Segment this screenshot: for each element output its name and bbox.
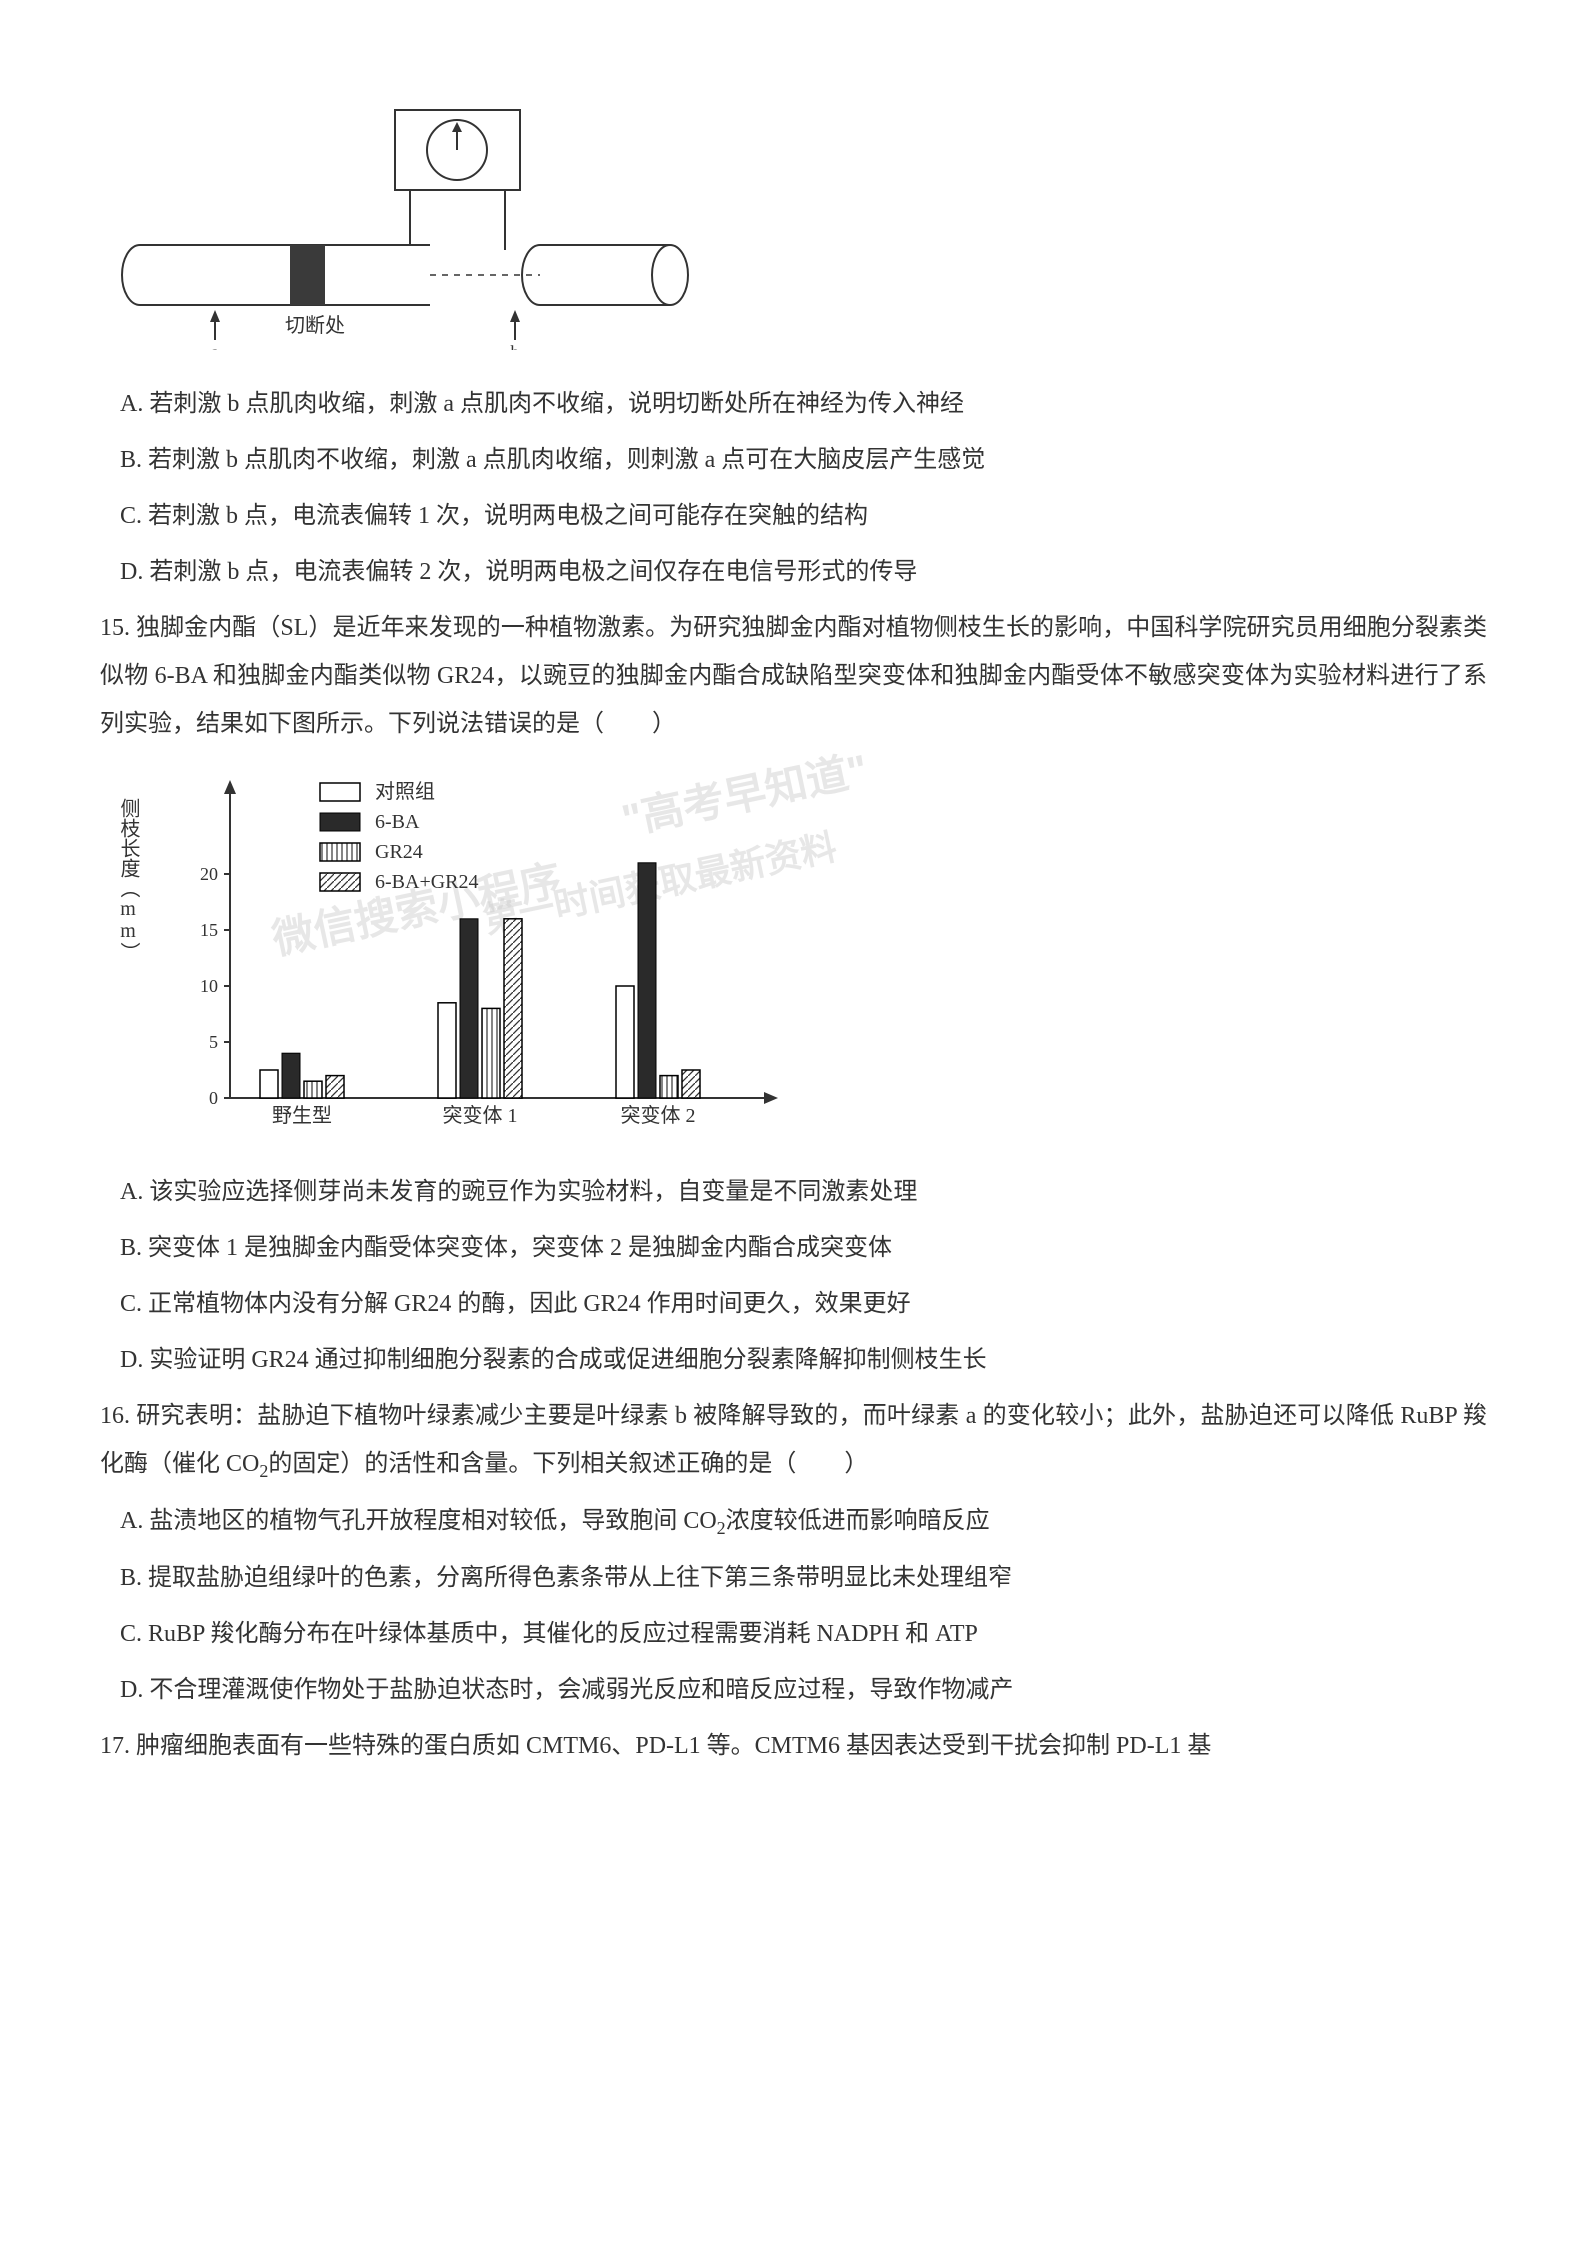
q15-stem: 15. 独脚金内酯（SL）是近年来发现的一种植物激素。为研究独脚金内酯对植物侧枝…	[100, 604, 1487, 748]
svg-text:10: 10	[200, 976, 218, 996]
q15-opt-b: B. 突变体 1 是独脚金内酯受体突变体，突变体 2 是独脚金内酯合成突变体	[100, 1224, 1487, 1272]
q16-opt-a: A. 盐渍地区的植物气孔开放程度相对较低，导致胞间 CO2浓度较低进而影响暗反应	[100, 1497, 1487, 1546]
bar	[260, 1070, 278, 1098]
svg-text:6-BA+GR24: 6-BA+GR24	[375, 871, 479, 893]
svg-text:0: 0	[209, 1088, 218, 1108]
svg-text:6-BA: 6-BA	[375, 811, 420, 833]
bar	[504, 919, 522, 1098]
label-a: a	[211, 342, 219, 350]
q16-opt-b: B. 提取盐胁迫组绿叶的色素，分离所得色素条带从上往下第三条带明显比未处理组窄	[100, 1554, 1487, 1602]
q16-opt-c: C. RuBP 羧化酶分布在叶绿体基质中，其催化的反应过程需要消耗 NADPH …	[100, 1610, 1487, 1658]
q14-opt-a: A. 若刺激 b 点肌肉收缩，刺激 a 点肌肉不收缩，说明切断处所在神经为传入神…	[100, 380, 1487, 428]
bar	[482, 1008, 500, 1098]
q15-opt-a: A. 该实验应选择侧芽尚未发育的豌豆作为实验材料，自变量是不同激素处理	[100, 1168, 1487, 1216]
bar	[326, 1076, 344, 1098]
q16-stem: 16. 研究表明：盐胁迫下植物叶绿素减少主要是叶绿素 b 被降解导致的，而叶绿素…	[100, 1392, 1487, 1489]
q14-opt-c: C. 若刺激 b 点，电流表偏转 1 次，说明两电极之间可能存在突触的结构	[100, 492, 1487, 540]
svg-text:15: 15	[200, 920, 218, 940]
bar	[638, 863, 656, 1098]
bar	[460, 919, 478, 1098]
svg-text:对照组: 对照组	[375, 780, 435, 803]
nerve-diagram: a b 切断处	[100, 100, 710, 350]
bar	[660, 1076, 678, 1098]
legend: 对照组 6-BA GR24 6-BA+GR24	[320, 780, 479, 893]
svg-text:5: 5	[209, 1032, 218, 1052]
svg-text:GR24: GR24	[375, 841, 423, 863]
label-b: b	[511, 342, 520, 350]
bar	[282, 1053, 300, 1098]
bar	[438, 1003, 456, 1098]
q14-opt-b: B. 若刺激 b 点肌肉不收缩，刺激 a 点肌肉收缩，则刺激 a 点可在大脑皮层…	[100, 436, 1487, 484]
svg-text:20: 20	[200, 864, 218, 884]
bar-chart: 侧枝长度（mm） 对照组 6-BA GR24 6-BA+GR24 0 5 10 15 2…	[100, 768, 800, 1138]
cut-label: 切断处	[285, 314, 345, 337]
svg-text:突变体 1: 突变体 1	[443, 1104, 518, 1127]
q15-opt-d: D. 实验证明 GR24 通过抑制细胞分裂素的合成或促进细胞分裂素降解抑制侧枝生…	[100, 1336, 1487, 1384]
q17-stem: 17. 肿瘤细胞表面有一些特殊的蛋白质如 CMTM6、PD-L1 等。CMTM6…	[100, 1722, 1487, 1770]
q15-opt-c: C. 正常植物体内没有分解 GR24 的酶，因此 GR24 作用时间更久，效果更…	[100, 1280, 1487, 1328]
bar	[304, 1081, 322, 1098]
q14-opt-d: D. 若刺激 b 点，电流表偏转 2 次，说明两电极之间仅存在电信号形式的传导	[100, 548, 1487, 596]
bar	[682, 1070, 700, 1098]
svg-text:突变体 2: 突变体 2	[621, 1104, 696, 1127]
bar	[616, 986, 634, 1098]
q16-opt-d: D. 不合理灌溉使作物处于盐胁迫状态时，会减弱光反应和暗反应过程，导致作物减产	[100, 1666, 1487, 1714]
chart-wrap: "高考早知道" 微信搜索小程序 第一时间获取最新资料 侧枝长度（mm）	[100, 768, 1487, 1138]
y-axis-label: 侧枝长度（mm）	[117, 798, 140, 962]
svg-text:野生型: 野生型	[272, 1104, 332, 1127]
